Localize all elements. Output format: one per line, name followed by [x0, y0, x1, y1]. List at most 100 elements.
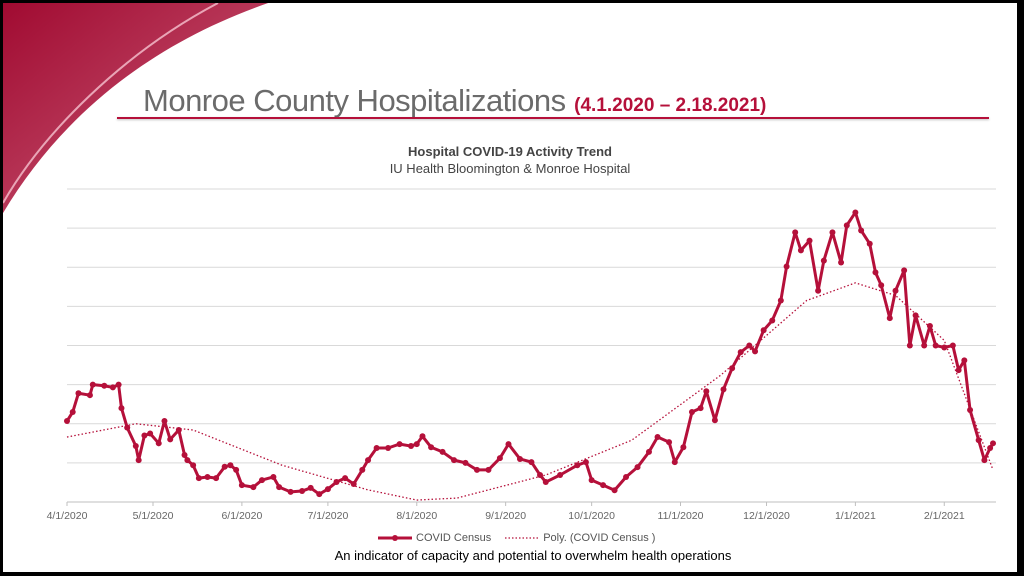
- census-point: [703, 388, 710, 395]
- census-point: [451, 457, 458, 464]
- census-point: [680, 444, 687, 451]
- legend-label: COVID Census: [416, 532, 492, 544]
- x-tick-label: 7/1/2020: [307, 510, 348, 522]
- census-point: [505, 441, 512, 448]
- census-point: [299, 488, 306, 495]
- census-point: [89, 381, 96, 388]
- census-point: [496, 455, 503, 462]
- slide-title: Monroe County Hospitalizations (4.1.2020…: [143, 83, 766, 119]
- census-point: [932, 342, 939, 349]
- census-point: [852, 209, 859, 216]
- chart-title: Hospital COVID-19 Activity Trend: [408, 144, 612, 159]
- census-point: [161, 418, 168, 425]
- census-point: [866, 240, 873, 247]
- census-point: [167, 436, 174, 443]
- legend-item-trend: Poly. (COVID Census ): [505, 532, 655, 544]
- census-point: [316, 491, 323, 498]
- x-tick-label: 5/1/2020: [133, 510, 174, 522]
- census-point: [926, 322, 933, 329]
- census-point: [697, 405, 704, 412]
- title-main: Monroe County Hospitalizations: [143, 83, 566, 118]
- census-point: [485, 466, 492, 473]
- x-tick-label: 10/1/2020: [568, 510, 615, 522]
- trend-line: [66, 282, 994, 501]
- census-point: [287, 488, 294, 495]
- census-point: [175, 427, 182, 434]
- x-tick-label: 9/1/2020: [485, 510, 526, 522]
- census-point: [64, 418, 70, 425]
- census-point: [195, 475, 202, 482]
- census-point: [981, 457, 988, 464]
- census-point: [975, 437, 982, 444]
- census-point: [671, 459, 678, 466]
- census-point: [542, 479, 549, 486]
- census-point: [213, 475, 220, 482]
- census-point: [843, 222, 850, 229]
- census-point: [233, 466, 240, 473]
- census-point: [838, 259, 845, 266]
- census-point: [373, 445, 380, 452]
- census-point: [557, 472, 564, 479]
- title-date-range: (4.1.2020 – 2.18.2021): [574, 95, 767, 116]
- census-point: [746, 342, 753, 349]
- census-point: [829, 229, 836, 236]
- x-tick-label: 12/1/2020: [743, 510, 790, 522]
- census-point: [227, 462, 234, 469]
- census-point: [760, 327, 767, 334]
- census-point: [961, 357, 968, 364]
- census-point: [258, 477, 265, 484]
- census-point: [184, 457, 191, 464]
- census-point: [109, 384, 116, 391]
- census-point: [473, 466, 480, 473]
- census-point: [967, 407, 974, 414]
- census-point: [396, 441, 403, 448]
- census-point: [955, 367, 962, 374]
- census-point: [413, 441, 420, 448]
- x-tick-label: 2/1/2021: [924, 510, 965, 522]
- census-point: [537, 472, 544, 479]
- decorative-swoosh: [3, 3, 268, 213]
- census-point: [528, 459, 535, 466]
- census-point: [886, 315, 893, 322]
- census-point: [516, 455, 523, 462]
- line-chart: 4/1/2020 5/1/2020 6/1/2020 7/1/2020 8/1/2020…: [47, 188, 996, 522]
- chart-legend: COVID Census Poly. (COVID Census ): [378, 532, 655, 544]
- census-point: [574, 462, 581, 469]
- slide: Monroe County Hospitalizations (4.1.2020…: [3, 3, 1017, 572]
- census-point: [820, 257, 827, 264]
- title-underline: [117, 117, 989, 119]
- legend-item-census: COVID Census: [378, 532, 491, 544]
- census-point: [428, 444, 435, 451]
- census-point: [221, 463, 228, 470]
- census-point: [250, 484, 257, 491]
- census-point: [69, 409, 76, 416]
- census-point: [324, 486, 331, 493]
- census-point: [912, 312, 919, 319]
- census-point: [634, 464, 641, 471]
- footnote: An indicator of capacity and potential t…: [334, 548, 732, 563]
- census-point: [752, 348, 759, 355]
- census-point: [115, 381, 122, 388]
- legend-label: Poly. (COVID Census ): [543, 532, 656, 544]
- census-point: [815, 287, 822, 294]
- legend-line-marker-icon: [378, 535, 412, 541]
- x-tick-label: 4/1/2020: [47, 510, 88, 522]
- census-point: [941, 344, 948, 351]
- census-point: [600, 482, 607, 489]
- census-point: [892, 287, 899, 294]
- census-point: [419, 433, 426, 440]
- census-point: [729, 365, 736, 372]
- census-point: [666, 439, 673, 446]
- census-point: [350, 481, 357, 488]
- census-point: [806, 237, 813, 244]
- x-tick-label: 11/1/2020: [658, 510, 704, 522]
- census-point: [155, 440, 162, 447]
- census-point: [737, 349, 744, 356]
- census-point: [711, 417, 718, 424]
- census-point: [769, 317, 776, 324]
- census-point: [783, 263, 790, 270]
- census-point: [385, 445, 392, 452]
- census-point: [118, 405, 125, 412]
- census-point: [623, 473, 630, 480]
- census-point: [86, 392, 93, 399]
